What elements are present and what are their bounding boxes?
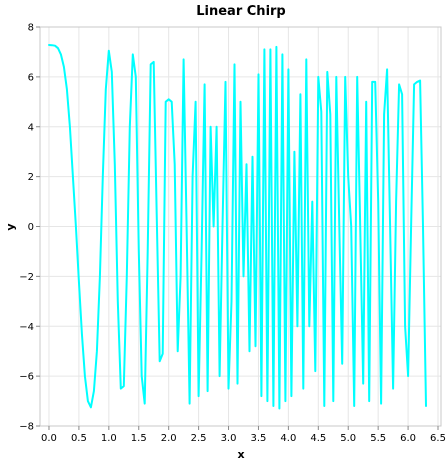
- y-tick-label: −4: [19, 322, 34, 333]
- x-tick-label: 1.5: [131, 433, 147, 444]
- x-tick-label: 0.5: [71, 433, 87, 444]
- x-tick-label: 5.5: [370, 433, 386, 444]
- x-tick-label: 4.5: [310, 433, 326, 444]
- x-axis: 0.0 0.5 1.0 1.5 2.0 2.5 3.0 3.5 4.0 4.5 5.0 5.5 6.0 6…: [41, 426, 446, 444]
- y-tick-label: −2: [19, 272, 34, 283]
- x-tick-label: 3.0: [221, 433, 237, 444]
- x-tick-label: 3.5: [251, 433, 267, 444]
- x-tick-label: 5.0: [340, 433, 356, 444]
- series-group: [48, 44, 427, 410]
- x-axis-title: x: [237, 448, 244, 461]
- y-tick-label: 6: [28, 72, 34, 83]
- y-tick-label: 0: [28, 222, 34, 233]
- x-tick-label: 4.0: [280, 433, 296, 444]
- y-tick-label: 8: [28, 23, 34, 34]
- x-tick-label: 6.5: [430, 433, 446, 444]
- y-tick-label: −8: [19, 422, 34, 433]
- chart-title: Linear Chirp: [196, 4, 286, 19]
- y-tick-label: 4: [28, 122, 34, 133]
- y-axis: 8 6 4 2 0 −2 −4 −6 −8: [19, 23, 40, 433]
- series-line: [48, 44, 427, 410]
- x-tick-label: 2.5: [191, 433, 207, 444]
- x-tick-label: 6.0: [400, 433, 416, 444]
- x-tick-label: 0.0: [41, 433, 57, 444]
- y-tick-label: −6: [19, 372, 34, 383]
- y-axis-title: y: [4, 223, 17, 230]
- x-tick-label: 1.0: [101, 433, 117, 444]
- y-tick-label: 2: [28, 172, 34, 183]
- x-tick-label: 2.0: [161, 433, 177, 444]
